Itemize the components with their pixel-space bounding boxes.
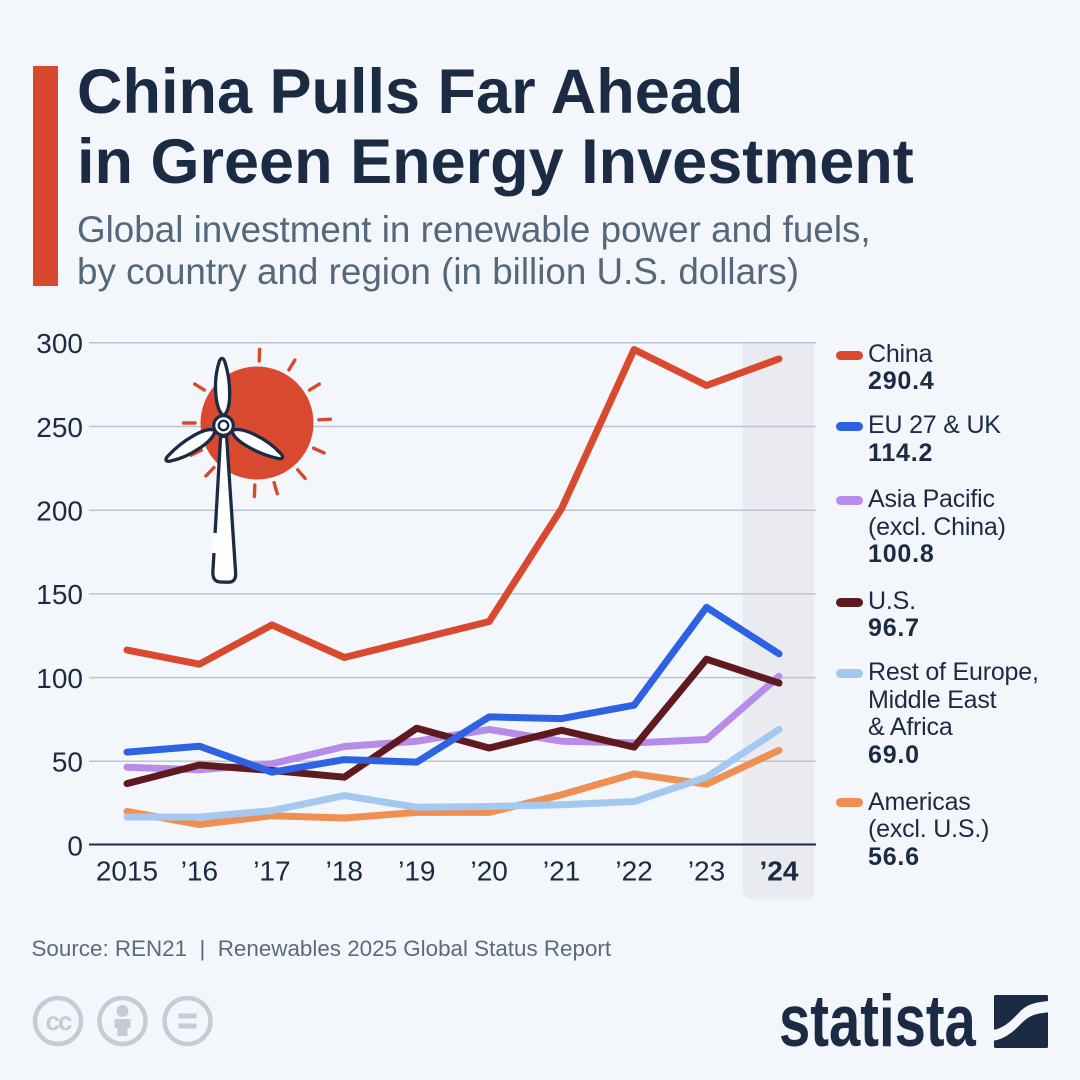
- svg-text:’16: ’16: [181, 856, 218, 887]
- svg-text:’23: ’23: [688, 856, 725, 887]
- svg-text:cc: cc: [46, 1006, 72, 1036]
- svg-text:2015: 2015: [96, 856, 158, 887]
- svg-text:’24: ’24: [760, 856, 799, 887]
- svg-text:150: 150: [36, 579, 83, 610]
- svg-text:0: 0: [67, 830, 83, 861]
- svg-text:’21: ’21: [543, 856, 580, 887]
- svg-text:’19: ’19: [398, 856, 435, 887]
- svg-text:250: 250: [36, 412, 83, 443]
- svg-text:’20: ’20: [471, 856, 508, 887]
- svg-text:’18: ’18: [326, 856, 363, 887]
- svg-text:’22: ’22: [615, 856, 652, 887]
- svg-text:300: 300: [36, 328, 83, 359]
- svg-text:’17: ’17: [253, 856, 290, 887]
- svg-text:50: 50: [52, 747, 83, 778]
- svg-text:200: 200: [36, 496, 83, 527]
- svg-text:100: 100: [36, 663, 83, 694]
